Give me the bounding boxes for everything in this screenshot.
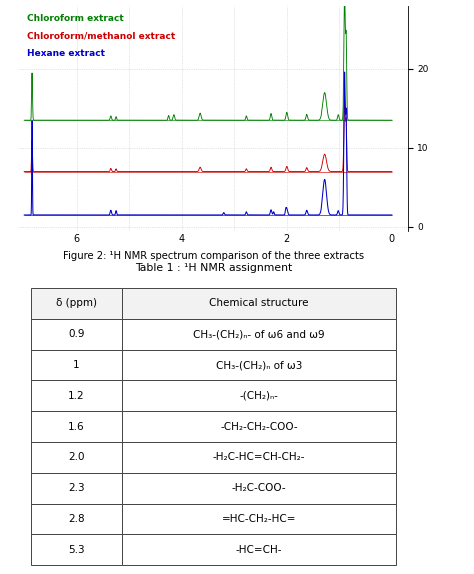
Text: 0: 0 [389, 234, 395, 245]
Text: Chloroform/methanol extract: Chloroform/methanol extract [27, 31, 175, 40]
Text: 2: 2 [284, 234, 290, 245]
Text: Hexane extract: Hexane extract [27, 49, 105, 58]
Text: Figure 2: ¹H NMR spectrum comparison of the three extracts: Figure 2: ¹H NMR spectrum comparison of … [63, 251, 364, 261]
Text: 6: 6 [73, 234, 80, 245]
Text: Table 1 : ¹H NMR assignment: Table 1 : ¹H NMR assignment [135, 263, 292, 273]
Text: 4: 4 [179, 234, 185, 245]
Text: Chloroform extract: Chloroform extract [27, 14, 124, 22]
